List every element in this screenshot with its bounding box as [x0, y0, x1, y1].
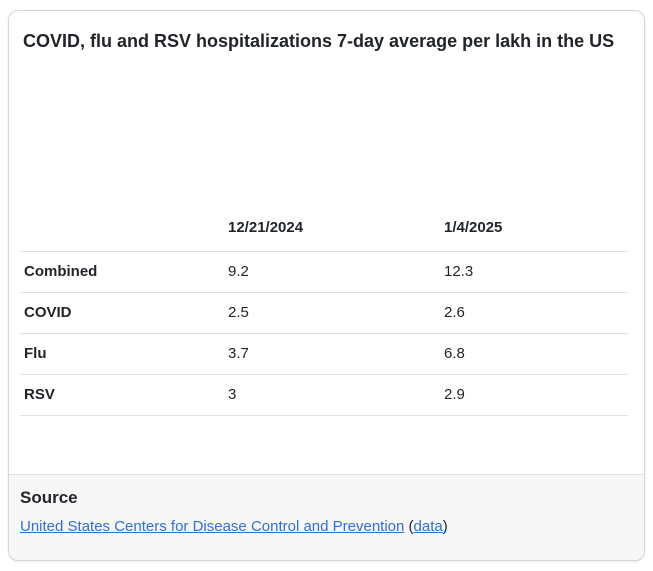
- row-value: 2.6: [440, 292, 628, 334]
- table-body: Combined 9.2 12.3 COVID 2.5 2.6 Flu 3.7 6.8 RSV 3 2…: [20, 251, 628, 416]
- source-link[interactable]: United States Centers for Disease Contro…: [20, 518, 405, 535]
- row-label: RSV: [20, 374, 224, 416]
- data-link[interactable]: data: [413, 518, 443, 535]
- row-label: Flu: [20, 333, 224, 375]
- table-row: Flu 3.7 6.8: [20, 333, 628, 375]
- card-body: COVID, flu and RSV hospitalizations 7-da…: [9, 11, 644, 474]
- row-value: 3: [224, 374, 440, 416]
- row-label: Combined: [20, 251, 224, 293]
- table-row: RSV 3 2.9: [20, 374, 628, 416]
- column-header-empty: [20, 218, 224, 252]
- row-value: 6.8: [440, 333, 628, 375]
- table-row: COVID 2.5 2.6: [20, 292, 628, 334]
- paren-close: ): [442, 518, 448, 535]
- card-spacer: [20, 54, 628, 218]
- hospitalizations-table: 12/21/2024 1/4/2025 Combined 9.2 12.3 COVID…: [20, 218, 628, 416]
- row-value: 2.9: [440, 374, 628, 416]
- paren-open: (: [404, 518, 414, 535]
- stat-card: COVID, flu and RSV hospitalizations 7-da…: [8, 10, 645, 561]
- card-title: COVID, flu and RSV hospitalizations 7-da…: [23, 31, 615, 51]
- source-line: United States Centers for Disease Contro…: [20, 517, 633, 537]
- source-heading: Source: [20, 488, 78, 507]
- card-footer: Source United States Centers for Disease…: [9, 474, 644, 560]
- table-header-row: 12/21/2024 1/4/2025: [20, 218, 628, 252]
- table-row: Combined 9.2 12.3: [20, 251, 628, 293]
- row-value: 2.5: [224, 292, 440, 334]
- row-value: 12.3: [440, 251, 628, 293]
- row-value: 9.2: [224, 251, 440, 293]
- row-label: COVID: [20, 292, 224, 334]
- row-value: 3.7: [224, 333, 440, 375]
- column-header-date-2: 1/4/2025: [440, 218, 628, 252]
- column-header-date-1: 12/21/2024: [224, 218, 440, 252]
